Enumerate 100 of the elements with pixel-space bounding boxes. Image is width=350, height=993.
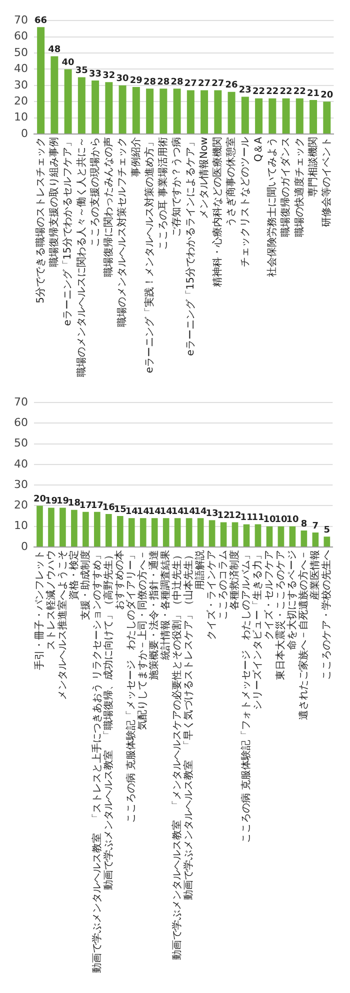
data-label: 20 xyxy=(33,494,46,505)
bar xyxy=(296,98,304,134)
y-tick-label: 10 xyxy=(14,519,28,532)
x-tick-label: 命を大切にするページ xyxy=(286,550,298,650)
x-tick-label: 職場の快適度チェック xyxy=(293,137,306,237)
bar xyxy=(220,522,227,546)
data-label: 22 xyxy=(252,87,266,98)
data-label: 23 xyxy=(238,86,252,96)
data-label: 29 xyxy=(130,76,142,86)
data-label: 14 xyxy=(171,506,184,517)
data-label: 27 xyxy=(184,79,197,90)
data-label: 22 xyxy=(280,87,292,98)
data-label: 48 xyxy=(48,45,61,56)
x-tick-label: 動画で学ぶメンタルヘルス教室 「早く気づけるストレスケア」（山本先生） xyxy=(182,550,195,900)
bar xyxy=(106,514,112,546)
x-tick-label: 手引・冊子・パンフレット xyxy=(33,550,46,670)
x-tick-label: 職場復帰支援の取り組み事例 xyxy=(48,137,60,267)
x-tick-label: ストレス軽減ノウハウ xyxy=(44,550,57,650)
x-tick-label: メンタル情報Now xyxy=(198,137,210,219)
x-tick-label: 精神科・心療内科などの医療機関 xyxy=(212,137,224,287)
x-tick-label: 研修会等のイベント xyxy=(320,137,333,227)
y-tick-label: 20 xyxy=(14,498,28,512)
x-tick-label: うさぎ商事の休憩室 xyxy=(225,137,238,227)
bar xyxy=(36,506,43,546)
x-tick-label: 各種救済制度 xyxy=(228,550,241,610)
bar xyxy=(173,88,181,134)
x-tick-label: Q＆A xyxy=(253,136,264,162)
bar xyxy=(151,518,158,546)
data-label: 19 xyxy=(44,496,58,507)
data-label: 22 xyxy=(293,87,306,98)
data-label: 28 xyxy=(144,77,156,88)
bar xyxy=(71,510,78,546)
x-tick-label: ご存知ですか？うつ病 xyxy=(170,137,183,237)
data-label: 10 xyxy=(274,515,288,526)
data-label: 22 xyxy=(266,87,279,98)
x-tick-label: 施策概要・法令・指針・通達 xyxy=(148,550,160,680)
y-tick-label: 30 xyxy=(14,478,28,491)
y-tick-label: 40 xyxy=(14,62,28,76)
data-label: 35 xyxy=(75,66,88,76)
bar xyxy=(146,88,154,134)
bar xyxy=(160,88,168,134)
x-tick-label: こころの病 克服体験記「メッセージ わたしのダイアリー」 xyxy=(125,550,138,824)
x-tick-label: こころの病 克服体験記「フォトメッセージ わたしのアルバム」 xyxy=(240,550,252,844)
x-tick-label: こころの耳 事業場活用術 xyxy=(157,137,170,250)
data-label: 20 xyxy=(320,90,334,100)
x-tick-label: 職場復帰に関わったみんなの声 xyxy=(102,137,115,277)
data-label: 14 xyxy=(182,506,196,517)
bar xyxy=(208,520,216,546)
x-tick-label: こころのコラム xyxy=(218,550,230,620)
x-tick-label: 統計情報・各種調査結果 xyxy=(160,550,172,660)
x-tick-label: こころのケア・学校の先生へ xyxy=(320,550,333,680)
x-tick-label: チェックリストなどのツール xyxy=(240,137,251,267)
data-label: 17 xyxy=(90,500,104,511)
data-label: 17 xyxy=(79,500,92,511)
bar xyxy=(254,524,262,546)
bar xyxy=(162,518,170,546)
bar xyxy=(323,102,331,134)
data-label: 14 xyxy=(194,506,207,517)
bar xyxy=(324,536,330,546)
bar xyxy=(186,90,194,134)
x-tick-label: 東日本大震災・こころのケア xyxy=(274,550,287,680)
x-tick-label: 動画で学ぶメンタルヘルス教室 「職場復帰、成功に向けて」（高野先生） xyxy=(102,550,114,890)
x-tick-label: 職場のメンタルヘルスに関わる人々～働く人と共に～ xyxy=(75,137,88,377)
data-label: 7 xyxy=(312,521,319,532)
bar xyxy=(118,85,126,134)
x-tick-label: 職場のメンタルヘルス対策セルフチェック xyxy=(116,137,128,327)
data-label: 30 xyxy=(116,74,129,84)
x-tick-label: おすすめの本 xyxy=(114,550,126,610)
data-label: 10 xyxy=(286,515,299,526)
data-label: 11 xyxy=(240,513,253,524)
data-label: 27 xyxy=(198,79,211,90)
bar xyxy=(94,512,100,546)
data-label: 14 xyxy=(148,506,161,517)
bar xyxy=(266,526,273,546)
y-tick-label: 40 xyxy=(14,457,28,470)
x-tick-label: 職場復帰のガイダンス xyxy=(280,137,292,237)
bar xyxy=(214,90,222,134)
x-tick-label: eラーニング「実践！メンタルヘルス対策の進め方」 xyxy=(143,137,156,374)
data-label: 27 xyxy=(212,79,224,90)
bar xyxy=(92,80,100,134)
bar xyxy=(37,27,45,134)
x-tick-label: 動画で学ぶメンタルヘルス教室 「ストレスと上手につきあおう リラクセーションのすすめ」 xyxy=(90,550,103,974)
data-label: 5 xyxy=(324,526,330,536)
x-tick-label: メンタルヘルス推進室へようこそ xyxy=(56,550,68,700)
data-label: 11 xyxy=(252,513,264,524)
x-tick-label: 事例紹介 xyxy=(130,137,142,177)
x-tick-label: 遺されたご家族へ－自死遺族の方へ－ xyxy=(298,550,310,720)
y-tick-label: 60 xyxy=(14,30,28,43)
bar xyxy=(255,98,263,134)
bar xyxy=(105,82,113,134)
bar xyxy=(50,56,58,134)
data-label: 18 xyxy=(68,498,80,509)
bar xyxy=(312,532,319,546)
x-tick-label: 用語解説 xyxy=(194,550,206,590)
y-tick-label: 70 xyxy=(14,395,28,408)
bar xyxy=(64,69,72,134)
x-tick-label: 産業医情報 xyxy=(309,550,322,600)
data-label: 13 xyxy=(206,509,218,520)
x-tick-label: クイズ・セルフケア xyxy=(263,550,276,640)
x-tick-label: クイズ・ラインケア xyxy=(206,550,218,640)
